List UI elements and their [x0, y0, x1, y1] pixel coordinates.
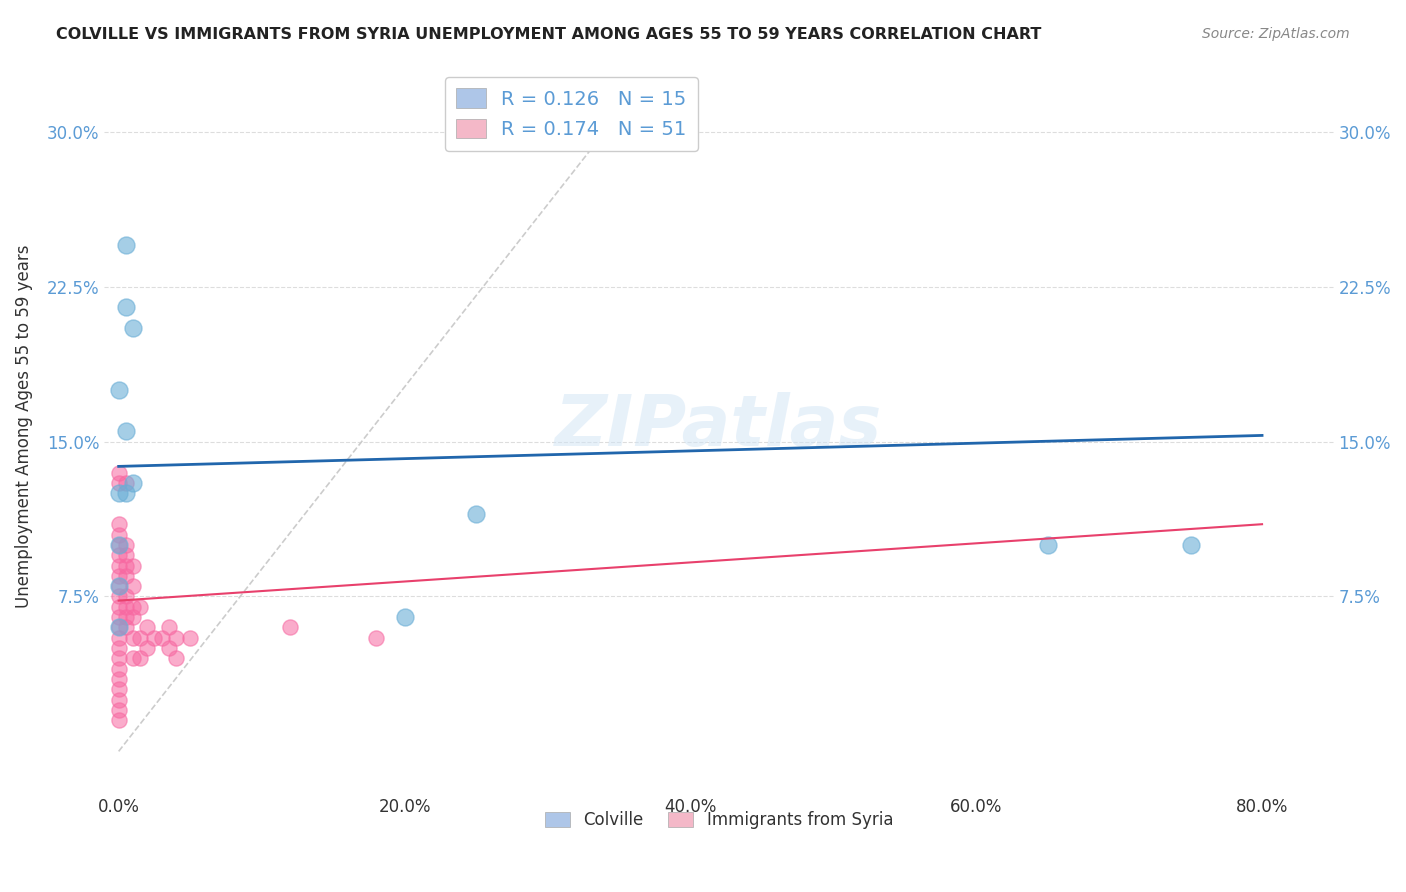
- Point: [122, 475, 145, 490]
- Point: [165, 651, 187, 665]
- Point: [114, 558, 136, 573]
- Point: [107, 682, 129, 697]
- Point: [364, 631, 387, 645]
- Point: [114, 590, 136, 604]
- Point: [107, 662, 129, 676]
- Point: [1036, 538, 1059, 552]
- Point: [107, 703, 129, 717]
- Point: [107, 610, 129, 624]
- Point: [114, 475, 136, 490]
- Point: [107, 620, 129, 634]
- Point: [129, 631, 152, 645]
- Point: [114, 599, 136, 614]
- Point: [157, 641, 180, 656]
- Point: [129, 651, 152, 665]
- Point: [107, 714, 129, 728]
- Point: [179, 631, 201, 645]
- Point: [107, 620, 129, 634]
- Point: [107, 579, 129, 593]
- Point: [107, 486, 129, 500]
- Point: [122, 321, 145, 335]
- Legend: Colville, Immigrants from Syria: Colville, Immigrants from Syria: [538, 805, 900, 836]
- Point: [122, 558, 145, 573]
- Point: [136, 641, 159, 656]
- Point: [122, 610, 145, 624]
- Point: [157, 620, 180, 634]
- Point: [107, 590, 129, 604]
- Point: [1180, 538, 1202, 552]
- Point: [114, 538, 136, 552]
- Point: [114, 425, 136, 439]
- Point: [107, 466, 129, 480]
- Point: [122, 599, 145, 614]
- Point: [107, 672, 129, 686]
- Point: [143, 631, 166, 645]
- Point: [107, 538, 129, 552]
- Point: [107, 651, 129, 665]
- Text: ZIPatlas: ZIPatlas: [555, 392, 883, 460]
- Point: [129, 599, 152, 614]
- Point: [114, 610, 136, 624]
- Point: [114, 620, 136, 634]
- Point: [107, 558, 129, 573]
- Point: [136, 620, 159, 634]
- Point: [394, 610, 416, 624]
- Point: [114, 238, 136, 252]
- Point: [107, 641, 129, 656]
- Point: [107, 569, 129, 583]
- Point: [107, 475, 129, 490]
- Point: [107, 579, 129, 593]
- Point: [122, 651, 145, 665]
- Point: [122, 579, 145, 593]
- Y-axis label: Unemployment Among Ages 55 to 59 years: Unemployment Among Ages 55 to 59 years: [15, 244, 32, 607]
- Point: [150, 631, 173, 645]
- Point: [465, 507, 488, 521]
- Point: [107, 692, 129, 706]
- Point: [107, 631, 129, 645]
- Point: [114, 548, 136, 562]
- Text: Source: ZipAtlas.com: Source: ZipAtlas.com: [1202, 27, 1350, 41]
- Text: COLVILLE VS IMMIGRANTS FROM SYRIA UNEMPLOYMENT AMONG AGES 55 TO 59 YEARS CORRELA: COLVILLE VS IMMIGRANTS FROM SYRIA UNEMPL…: [56, 27, 1042, 42]
- Point: [107, 383, 129, 397]
- Point: [107, 517, 129, 532]
- Point: [107, 538, 129, 552]
- Point: [114, 486, 136, 500]
- Point: [107, 599, 129, 614]
- Point: [165, 631, 187, 645]
- Point: [122, 631, 145, 645]
- Point: [114, 569, 136, 583]
- Point: [107, 548, 129, 562]
- Point: [278, 620, 301, 634]
- Point: [114, 301, 136, 315]
- Point: [107, 527, 129, 541]
